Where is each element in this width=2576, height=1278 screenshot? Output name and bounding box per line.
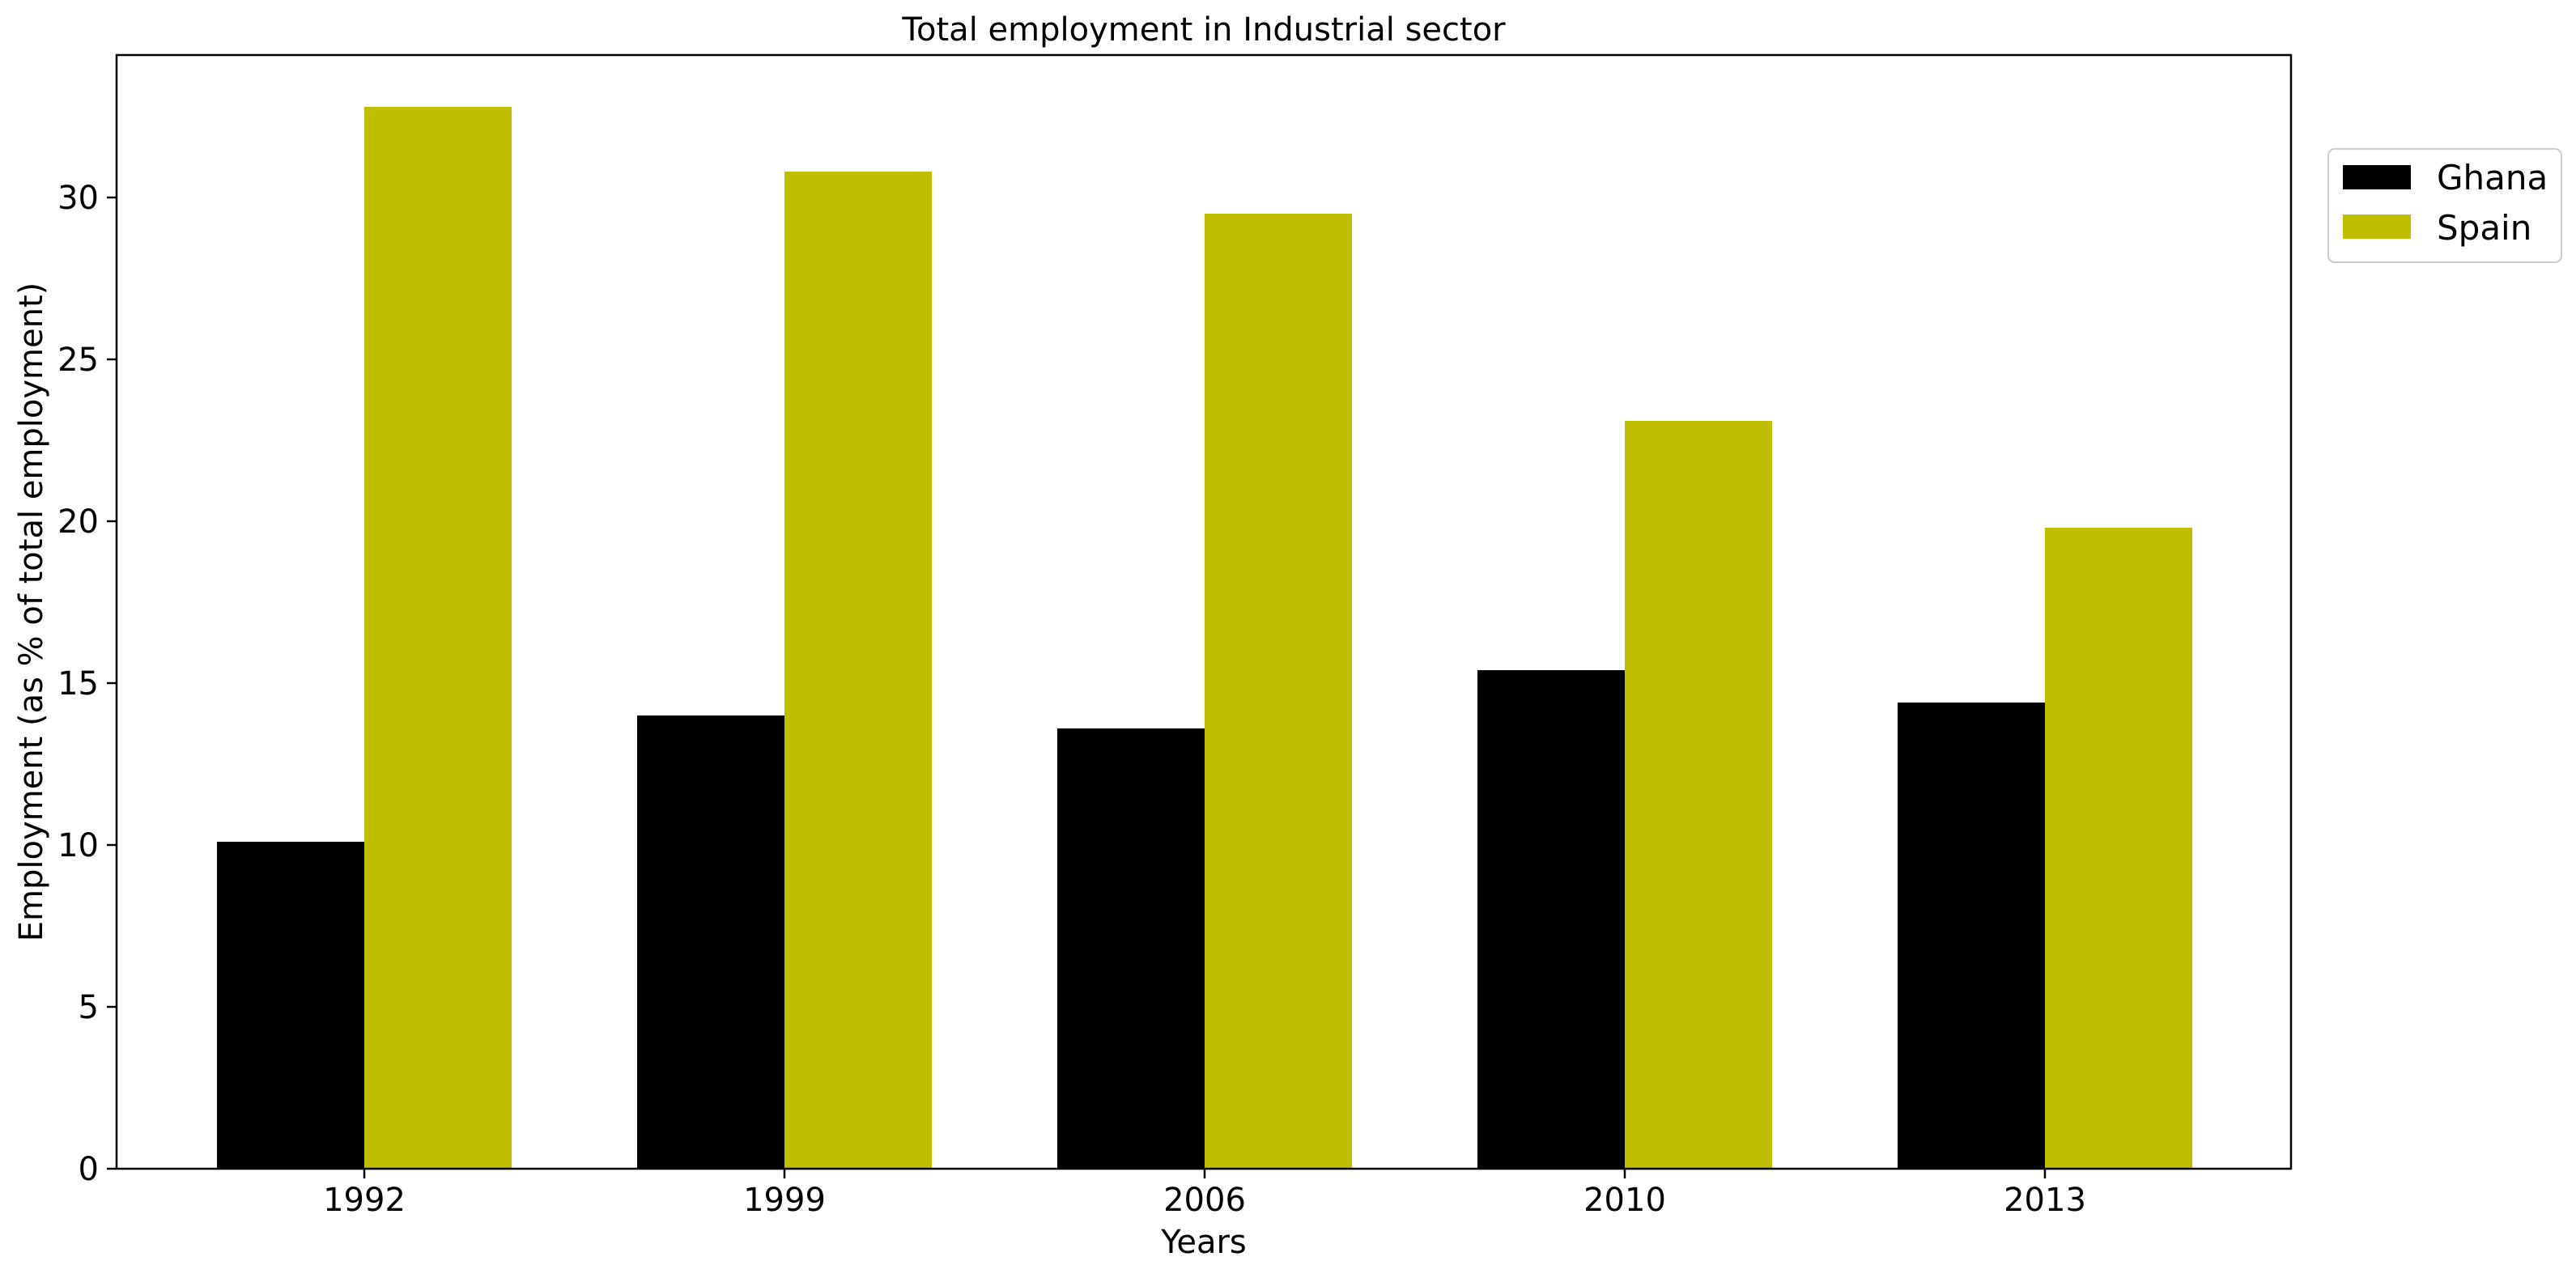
plot-area-frame <box>115 53 2293 1170</box>
bar-ghana-2006 <box>1057 728 1205 1169</box>
legend: Ghana Spain <box>2327 148 2562 263</box>
legend-label-spain: Spain <box>2437 208 2531 248</box>
y-tick-label-30: 30 <box>57 180 99 217</box>
y-axis-label: Employment (as % of total employment) <box>13 282 50 942</box>
x-tick-label-2013: 2013 <box>2004 1182 2086 1219</box>
bars-layer <box>217 107 2192 1169</box>
bar-spain-2013 <box>2045 528 2192 1169</box>
bar-spain-1992 <box>364 107 512 1169</box>
legend-swatch-spain <box>2343 214 2411 239</box>
bar-spain-1999 <box>784 172 932 1169</box>
y-tick-label-20: 20 <box>57 503 99 541</box>
bar-ghana-1999 <box>637 715 784 1169</box>
bar-spain-2010 <box>1625 421 1772 1169</box>
chart-title: Total employment in Industrial sector <box>901 11 1506 49</box>
y-tick-label-15: 15 <box>57 665 99 703</box>
x-axis-label: Years <box>1160 1224 1247 1261</box>
bar-ghana-2010 <box>1477 670 1625 1169</box>
x-tick-label-1992: 1992 <box>323 1182 406 1219</box>
x-axis-ticks: 1992 1999 2006 2010 2013 <box>323 1169 2086 1219</box>
y-axis-ticks: 0 5 10 15 20 25 30 <box>57 180 117 1188</box>
legend-label-ghana: Ghana <box>2437 158 2548 197</box>
bar-spain-2006 <box>1205 214 1352 1169</box>
bar-ghana-1992 <box>217 842 364 1169</box>
y-tick-label-10: 10 <box>57 827 99 864</box>
y-tick-label-25: 25 <box>57 342 99 379</box>
y-tick-label-5: 5 <box>79 989 99 1026</box>
x-tick-label-1999: 1999 <box>743 1182 826 1219</box>
x-tick-label-2006: 2006 <box>1163 1182 1246 1219</box>
x-tick-label-2010: 2010 <box>1583 1182 1666 1219</box>
legend-swatch-ghana <box>2343 165 2411 189</box>
y-tick-label-0: 0 <box>79 1151 99 1188</box>
bar-ghana-2013 <box>1898 703 2045 1169</box>
